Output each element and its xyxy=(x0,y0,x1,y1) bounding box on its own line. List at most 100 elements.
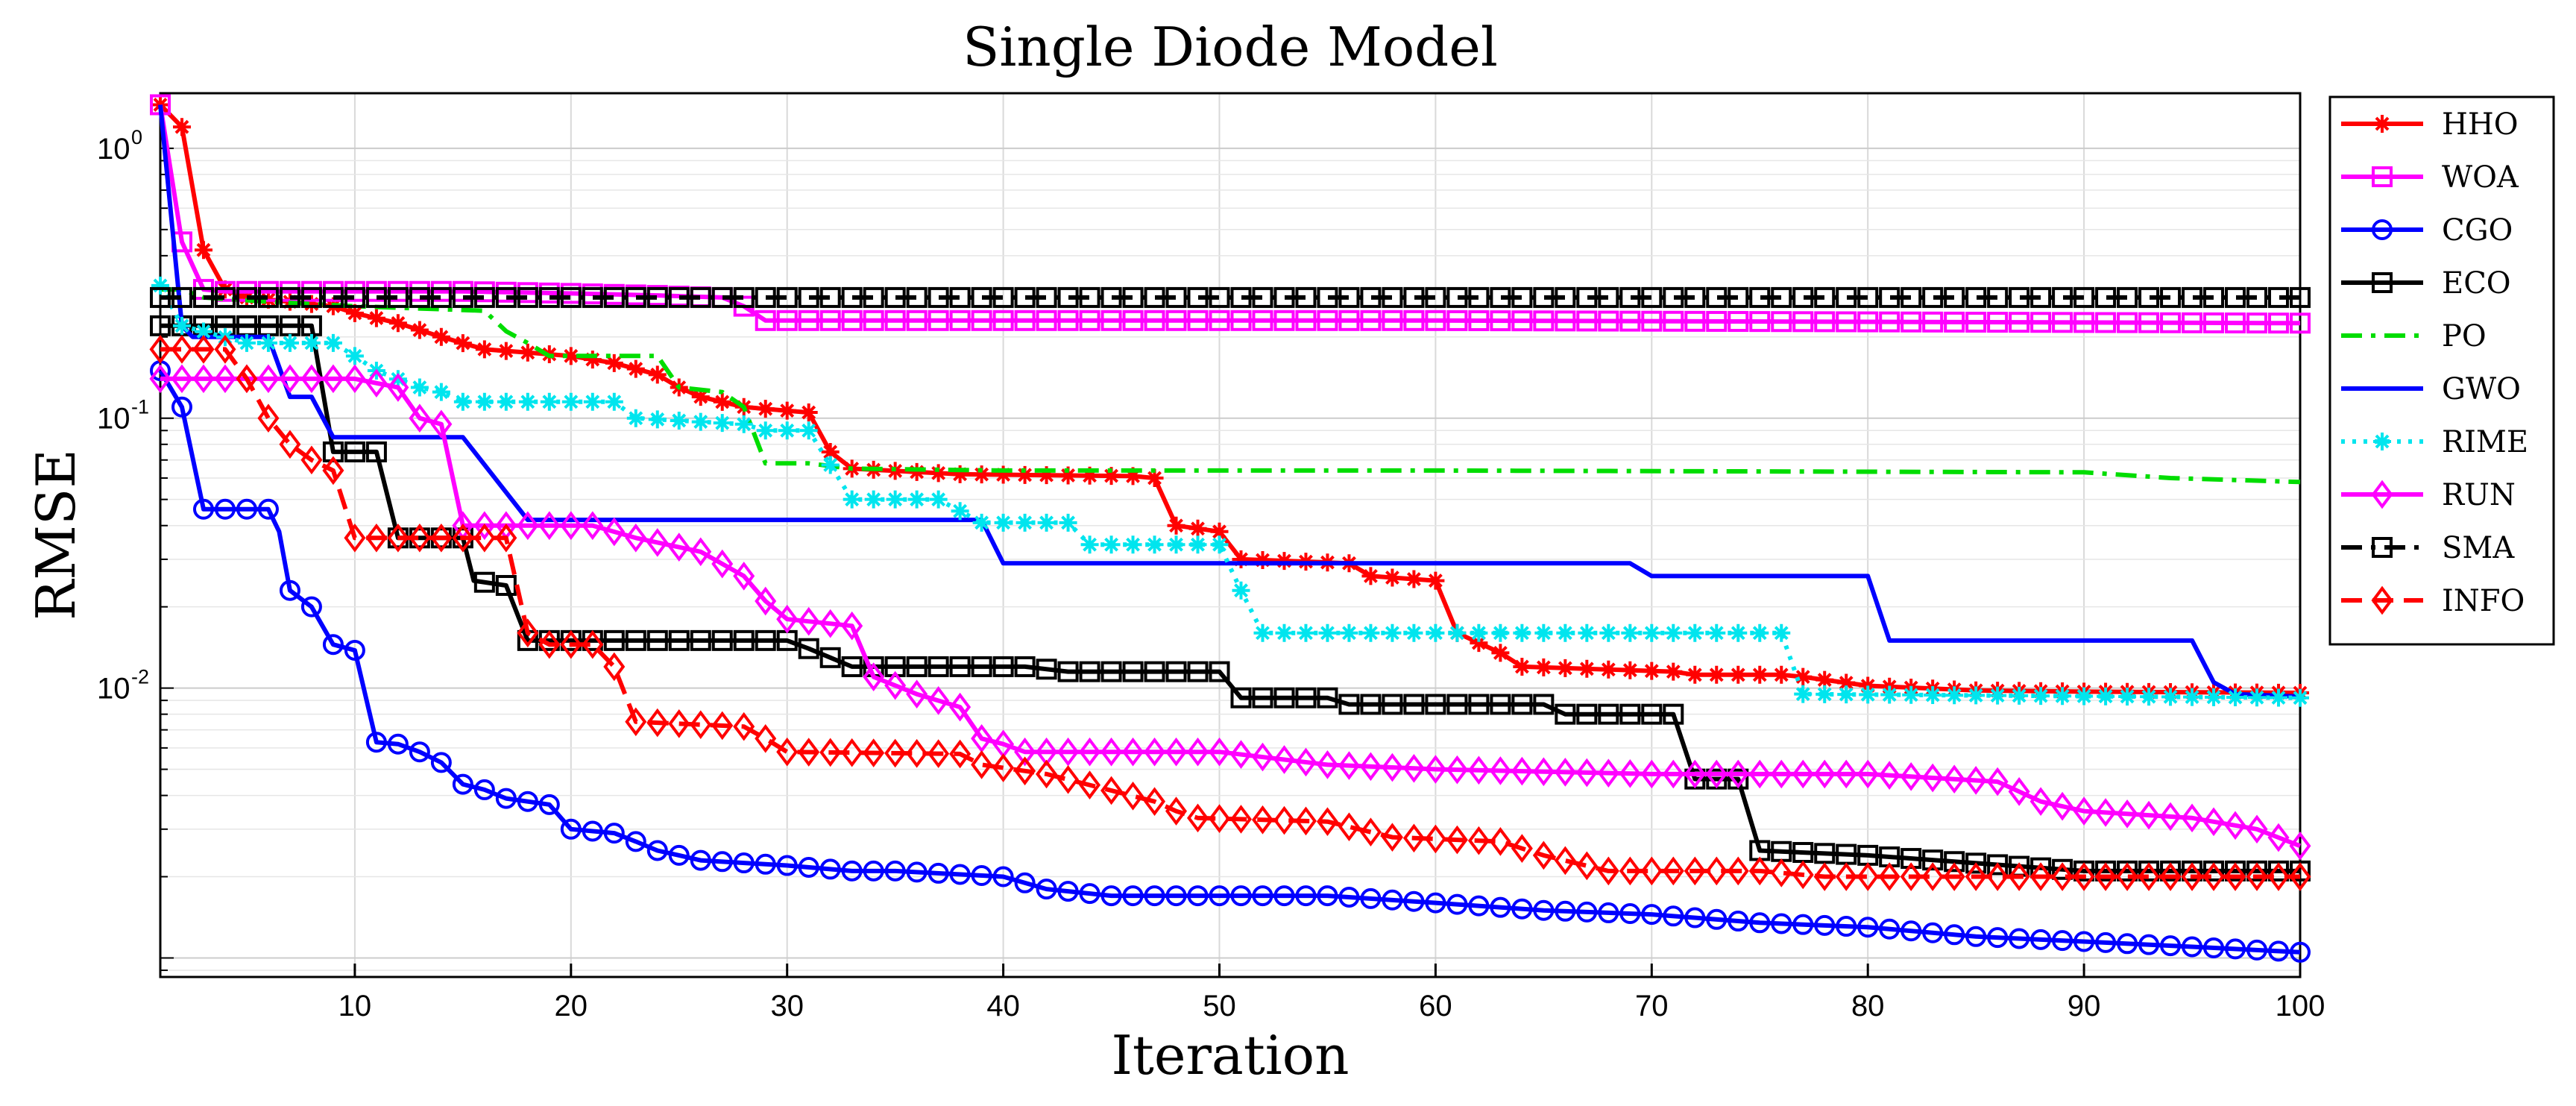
data-point-rime xyxy=(2140,688,2158,706)
data-point-rime xyxy=(540,392,558,411)
data-point-run xyxy=(625,523,647,553)
data-point-sma xyxy=(1987,286,2009,308)
data-point-info xyxy=(473,523,496,553)
data-point-run xyxy=(2051,791,2073,821)
data-point-sma xyxy=(1446,286,1468,308)
data-point-cgo xyxy=(755,853,776,875)
data-point-rime xyxy=(1772,623,1791,642)
data-point-cgo xyxy=(1382,889,1403,911)
data-point-run xyxy=(1316,750,1338,779)
data-point-woa xyxy=(1987,312,2009,333)
data-point-info xyxy=(257,403,280,433)
data-point-info xyxy=(1640,856,1663,886)
data-point-sma xyxy=(1836,286,1857,308)
legend-marker xyxy=(2373,433,2391,450)
data-point-sma xyxy=(1014,286,1036,308)
data-point-eco xyxy=(365,441,387,462)
data-point-woa xyxy=(2073,312,2095,333)
data-point-run xyxy=(387,373,409,402)
data-point-cgo xyxy=(1684,907,1706,929)
data-point-hho xyxy=(302,295,321,313)
data-point-sma xyxy=(841,286,863,308)
data-point-eco xyxy=(1165,661,1187,682)
data-point-woa xyxy=(1014,310,1036,331)
data-point-run xyxy=(884,670,907,700)
data-point-eco xyxy=(1230,687,1252,708)
data-point-cgo xyxy=(1360,887,1382,909)
data-point-info xyxy=(2073,862,2095,891)
data-point-run xyxy=(1921,763,1944,793)
data-point-hho xyxy=(713,392,731,411)
data-point-cgo xyxy=(906,861,928,883)
data-point-run xyxy=(192,364,215,394)
data-point-run xyxy=(1857,759,1879,789)
data-point-hho xyxy=(1102,467,1121,486)
data-point-cgo xyxy=(1165,885,1187,907)
legend-item-woa: WOA xyxy=(2341,160,2519,195)
data-point-sma xyxy=(1706,286,1728,308)
data-point-rime xyxy=(1015,513,1034,532)
y-axis-label: RMSE xyxy=(25,449,87,620)
data-point-rime xyxy=(475,392,494,411)
data-point-run xyxy=(1165,737,1188,767)
data-point-hho xyxy=(1145,469,1164,488)
data-point-hho xyxy=(1491,644,1510,662)
legend-label: ECO xyxy=(2442,266,2511,301)
data-point-info xyxy=(236,364,258,394)
data-point-hho xyxy=(1707,665,1726,684)
data-point-hho xyxy=(1513,657,1531,676)
data-point-info xyxy=(1705,856,1728,886)
data-point-sma xyxy=(1511,286,1533,308)
data-point-cgo xyxy=(1317,885,1338,907)
data-point-rime xyxy=(1837,685,1856,704)
data-point-sma xyxy=(2225,286,2246,308)
data-point-cgo xyxy=(1014,872,1036,893)
data-point-rime xyxy=(1988,686,2007,705)
data-point-run xyxy=(776,604,799,634)
data-point-rime xyxy=(691,412,710,431)
x-tick-label: 50 xyxy=(1203,990,1236,1022)
x-tick-label: 100 xyxy=(2276,990,2325,1022)
data-point-rime xyxy=(1945,686,1964,705)
data-point-sma xyxy=(992,286,1014,308)
data-point-run xyxy=(1251,742,1273,772)
data-point-cgo xyxy=(863,860,884,882)
data-point-run xyxy=(430,409,453,439)
data-point-cgo xyxy=(279,579,300,601)
data-point-info xyxy=(538,629,561,659)
data-point-eco xyxy=(1079,661,1100,682)
data-point-rime xyxy=(1794,685,1813,703)
legend-label: WOA xyxy=(2442,160,2519,195)
data-point-run xyxy=(690,537,712,567)
data-point-rime xyxy=(280,333,299,352)
data-point-info xyxy=(1878,862,1900,891)
data-point-woa xyxy=(1446,310,1468,331)
legend-marker xyxy=(2372,219,2393,240)
data-point-cgo xyxy=(214,498,236,520)
data-point-info xyxy=(603,652,626,682)
data-point-rime xyxy=(1729,623,1748,642)
data-point-woa xyxy=(1317,310,1338,331)
data-point-info xyxy=(646,708,669,738)
data-point-hho xyxy=(367,309,385,327)
data-point-cgo xyxy=(1187,885,1209,907)
data-point-hho xyxy=(1794,667,1813,686)
series-po xyxy=(160,287,2301,485)
data-point-rime xyxy=(497,392,515,411)
data-point-rime xyxy=(907,490,926,509)
data-point-run xyxy=(1965,766,1987,795)
data-point-info xyxy=(1424,824,1446,854)
data-point-run xyxy=(1813,759,1836,789)
data-point-sma xyxy=(1749,286,1771,308)
data-point-sma xyxy=(257,286,279,308)
data-point-info xyxy=(1921,862,1944,891)
data-point-woa xyxy=(1663,310,1684,332)
data-point-rime xyxy=(2270,688,2288,707)
data-point-eco xyxy=(2138,860,2160,882)
data-point-run xyxy=(1662,759,1684,789)
data-point-rime xyxy=(1361,623,1380,642)
data-point-hho xyxy=(691,388,710,406)
data-point-sma xyxy=(1317,286,1338,308)
data-point-sma xyxy=(452,286,473,308)
data-point-eco xyxy=(603,629,625,651)
